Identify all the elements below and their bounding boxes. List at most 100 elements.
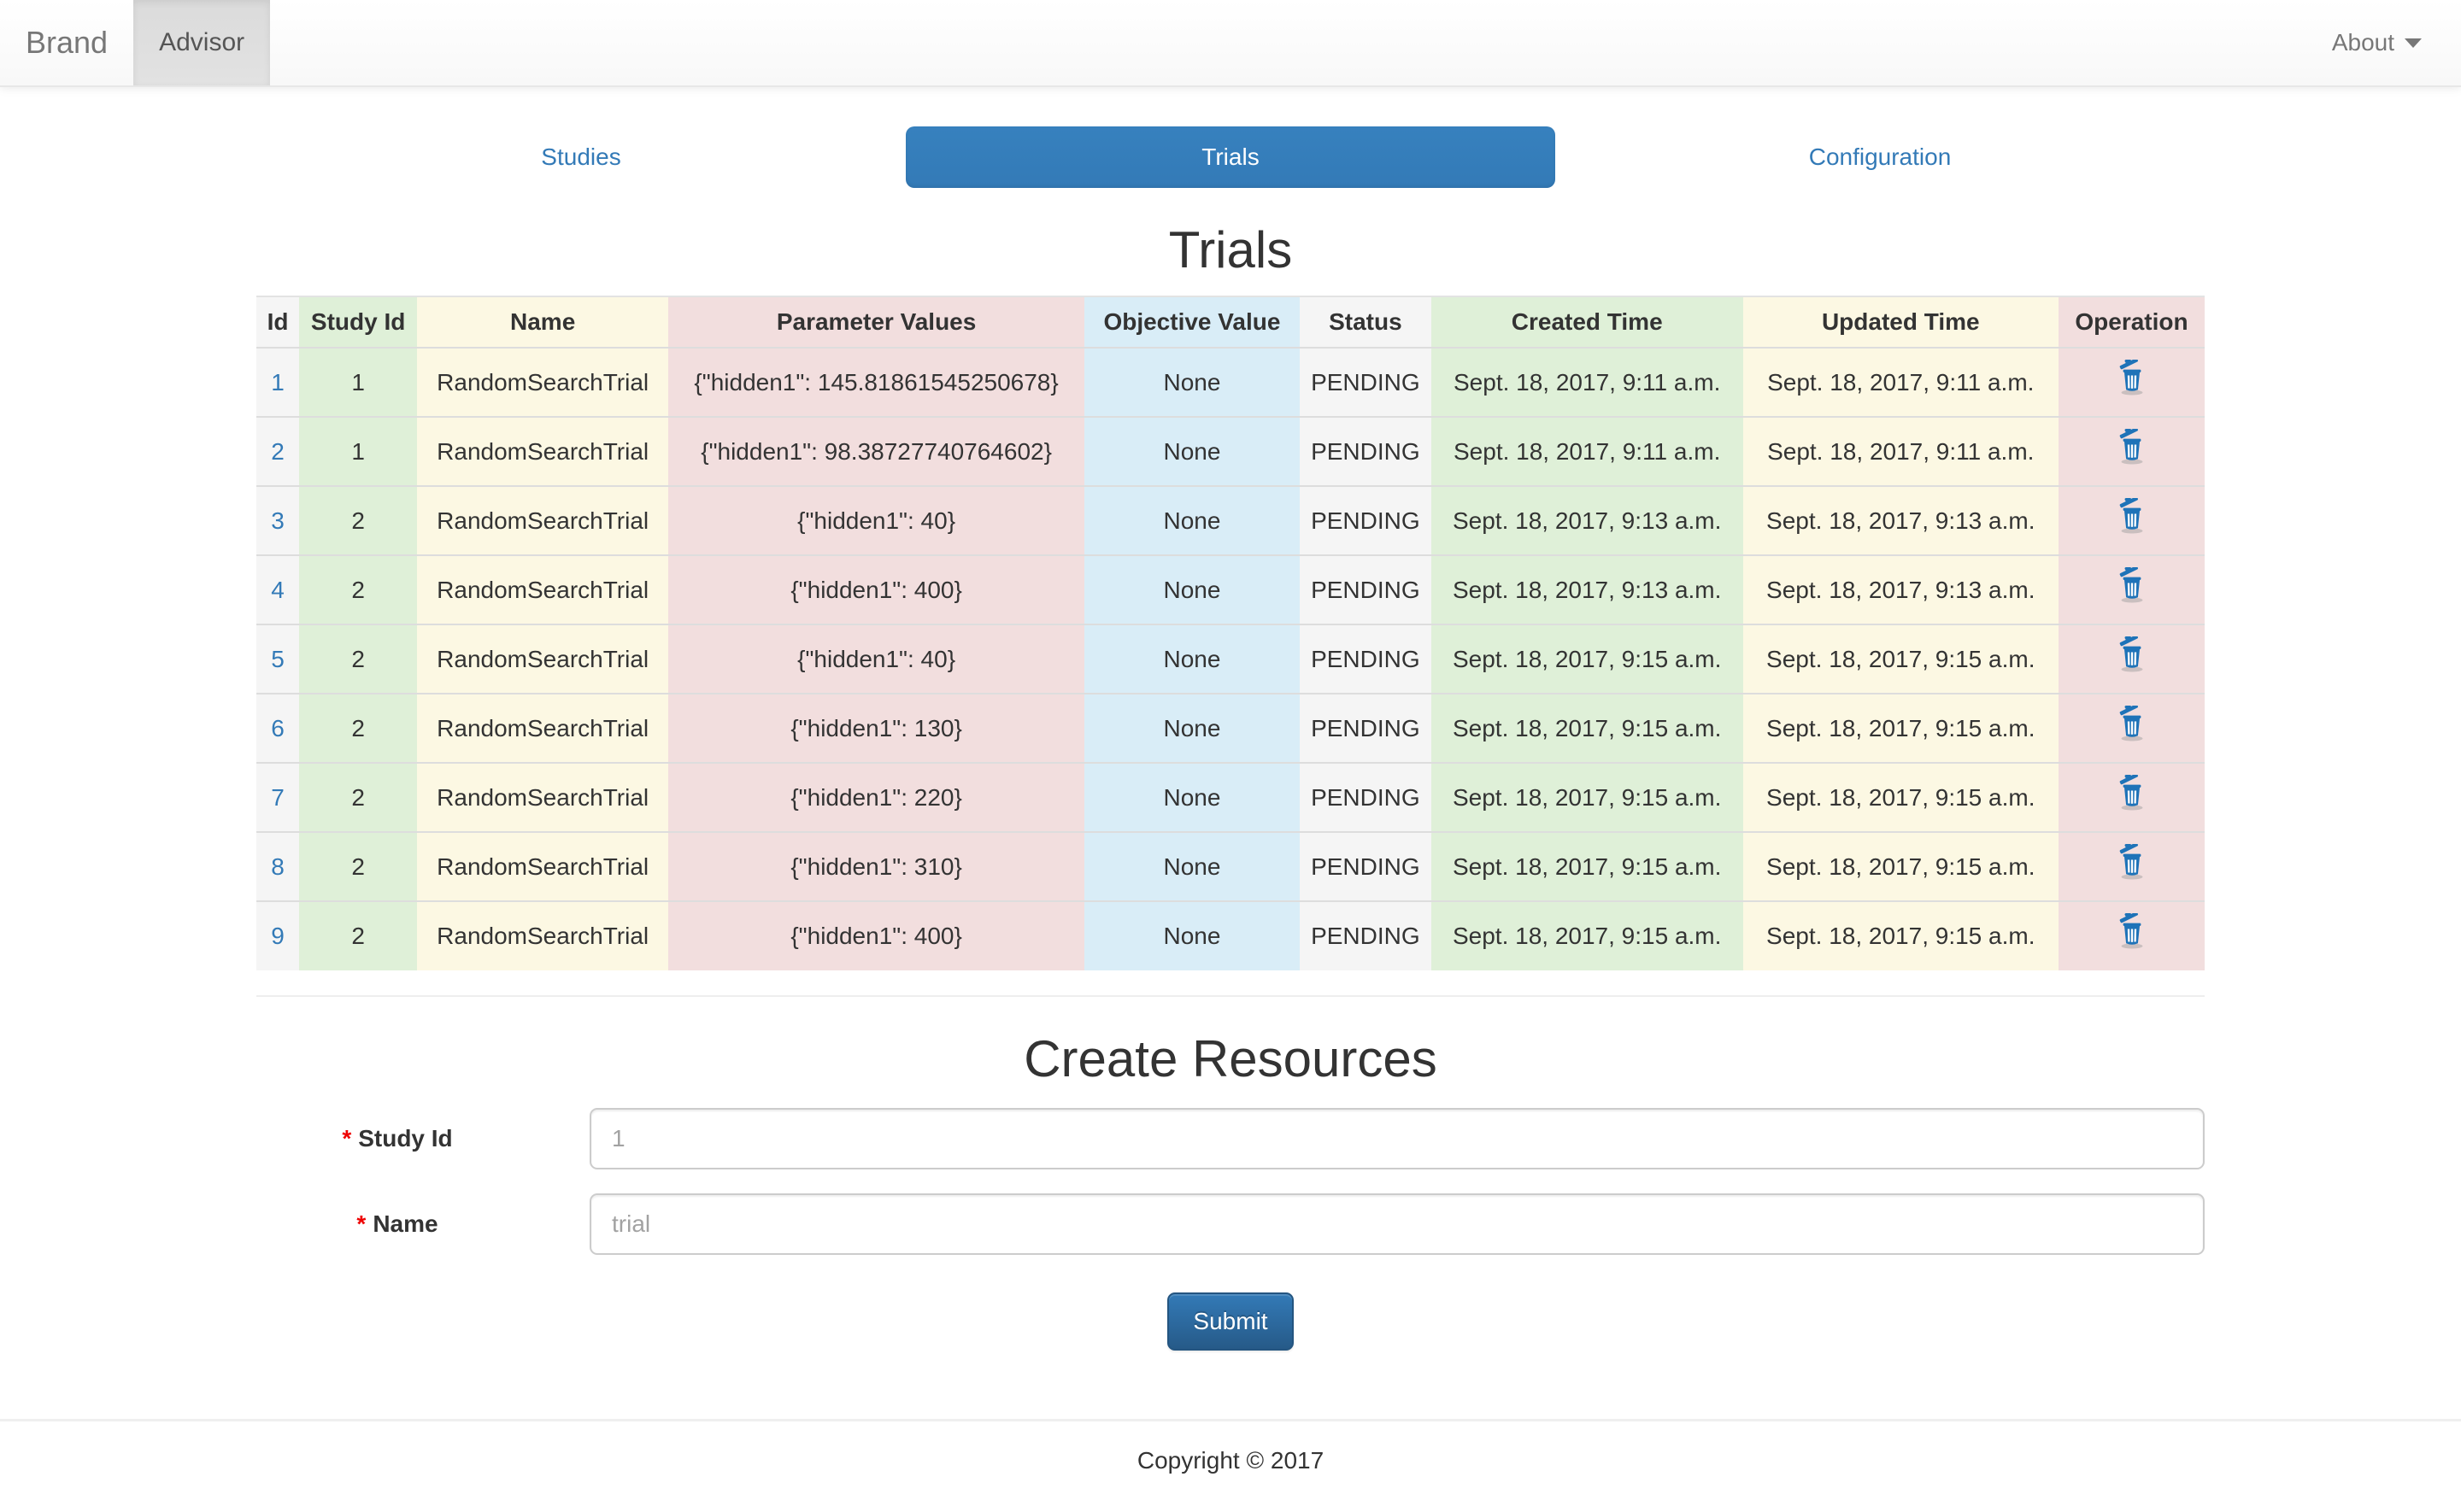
cell-name: RandomSearchTrial [417,347,669,417]
cell-updated: Sept. 18, 2017, 9:11 a.m. [1742,347,2059,417]
trash-icon [2120,773,2143,811]
submit-button[interactable]: Submit [1167,1292,1294,1351]
cell-study_id: 2 [299,762,418,832]
delete-trial-button[interactable] [2114,358,2148,396]
trial-id-link[interactable]: 3 [271,507,285,534]
form-row-name: * Name [256,1193,2205,1255]
trial-id-link[interactable]: 5 [271,645,285,672]
cell-study_id: 1 [299,416,418,486]
column-header-study_id: Study Id [299,296,418,349]
cell-operation [2058,693,2205,763]
trash-icon [2120,704,2143,741]
cell-status: PENDING [1299,693,1431,763]
cell-id: 1 [256,347,300,417]
cell-updated: Sept. 18, 2017, 9:11 a.m. [1742,416,2059,486]
table-row: 4 2 RandomSearchTrial {"hidden1": 400} None P… [256,554,2205,624]
trial-id-link[interactable]: 7 [271,783,285,811]
cell-operation [2058,831,2205,901]
brand-link[interactable]: Brand [26,25,109,60]
trash-icon [2120,911,2143,949]
trial-id-link[interactable]: 4 [271,576,285,603]
table-row: 5 2 RandomSearchTrial {"hidden1": 40} None PE… [256,624,2205,694]
cell-id: 2 [256,416,300,486]
delete-trial-button[interactable] [2114,842,2148,880]
trash-icon [2120,566,2143,603]
cell-study_id: 1 [299,347,418,417]
required-asterisk: * [356,1210,367,1237]
study-id-field[interactable] [590,1108,2205,1169]
cell-id: 9 [256,900,300,970]
caret-down-icon [2405,38,2422,48]
delete-trial-button[interactable] [2114,635,2148,672]
tab-studies: Studies [256,126,906,188]
cell-parameters: {"hidden1": 400} [668,900,1084,970]
cell-parameters: {"hidden1": 40} [668,485,1084,555]
cell-updated: Sept. 18, 2017, 9:15 a.m. [1742,831,2059,901]
cell-updated: Sept. 18, 2017, 9:15 a.m. [1742,900,2059,970]
trial-id-link[interactable]: 6 [271,714,285,741]
navbar: Brand Advisor About [0,0,2461,87]
trial-id-link[interactable]: 2 [271,437,285,465]
cell-objective: None [1084,762,1300,832]
delete-trial-button[interactable] [2114,496,2148,534]
cell-updated: Sept. 18, 2017, 9:13 a.m. [1742,485,2059,555]
nav-item-advisor[interactable]: Advisor [133,0,271,85]
cell-objective: None [1084,624,1300,694]
cell-name: RandomSearchTrial [417,762,669,832]
delete-trial-button[interactable] [2114,911,2148,949]
column-header-parameters: Parameter Values [668,296,1084,349]
cell-name: RandomSearchTrial [417,900,669,970]
cell-objective: None [1084,554,1300,624]
cell-objective: None [1084,347,1300,417]
cell-status: PENDING [1299,416,1431,486]
table-header-row: Id Study Id Name Parameter Values Objective … [256,296,2205,349]
cell-name: RandomSearchTrial [417,624,669,694]
cell-parameters: {"hidden1": 145.81861545250678} [668,347,1084,417]
tab-trials-link[interactable]: Trials [906,126,1555,188]
cell-study_id: 2 [299,693,418,763]
tab-studies-link[interactable]: Studies [541,144,621,170]
cell-objective: None [1084,831,1300,901]
name-label: * Name [356,1210,438,1237]
tab-configuration: Configuration [1555,126,2205,188]
cell-parameters: {"hidden1": 40} [668,624,1084,694]
trial-id-link[interactable]: 9 [271,922,285,949]
create-resources-form: *Study Id *Name Submit [256,1108,2205,1351]
cell-name: RandomSearchTrial [417,693,669,763]
table-row: 8 2 RandomSearchTrial {"hidden1": 310} None P… [256,831,2205,901]
table-row: 9 2 RandomSearchTrial {"hidden1": 400} None P… [256,900,2205,970]
cell-status: PENDING [1299,624,1431,694]
form-row-study-id: * Study Id [256,1108,2205,1169]
cell-status: PENDING [1299,485,1431,555]
cell-status: PENDING [1299,554,1431,624]
delete-trial-button[interactable] [2114,427,2148,465]
required-asterisk: * [342,1125,352,1152]
delete-trial-button[interactable] [2114,773,2148,811]
cell-objective: None [1084,485,1300,555]
trial-id-link[interactable]: 8 [271,853,285,880]
cell-parameters: {"hidden1": 220} [668,762,1084,832]
cell-parameters: {"hidden1": 130} [668,693,1084,763]
tab-configuration-link[interactable]: Configuration [1808,144,1952,170]
cell-created: Sept. 18, 2017, 9:15 a.m. [1430,831,1743,901]
cell-name: RandomSearchTrial [417,416,669,486]
cell-id: 7 [256,762,300,832]
name-field[interactable] [590,1193,2205,1255]
cell-operation [2058,624,2205,694]
page-title: Trials [1168,221,1293,278]
column-header-operation: Operation [2058,296,2205,349]
trial-id-link[interactable]: 1 [271,368,285,396]
cell-created: Sept. 18, 2017, 9:15 a.m. [1430,624,1743,694]
about-dropdown[interactable]: About [2318,0,2435,85]
cell-name: RandomSearchTrial [417,485,669,555]
trash-icon [2120,842,2143,880]
trash-icon [2120,358,2143,396]
cell-created: Sept. 18, 2017, 9:15 a.m. [1430,693,1743,763]
trash-icon [2120,635,2143,672]
delete-trial-button[interactable] [2114,566,2148,603]
delete-trial-button[interactable] [2114,704,2148,741]
cell-name: RandomSearchTrial [417,831,669,901]
cell-study_id: 2 [299,831,418,901]
cell-study_id: 2 [299,485,418,555]
cell-study_id: 2 [299,900,418,970]
